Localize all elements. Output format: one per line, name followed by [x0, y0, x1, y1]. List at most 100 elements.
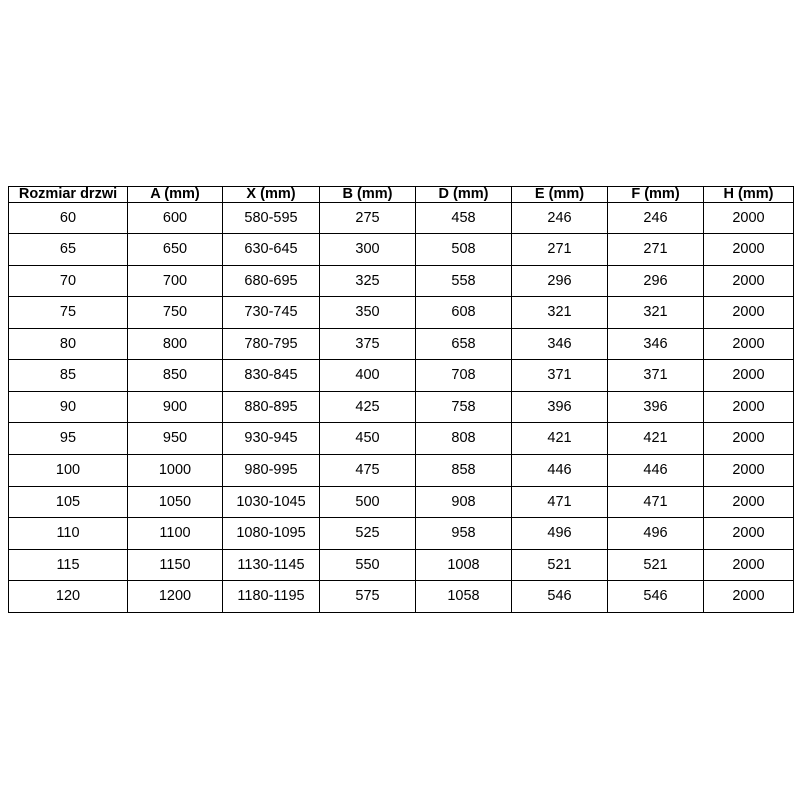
table-header: Rozmiar drzwi A (mm) X (mm) B (mm) D (mm) E (…	[8, 186, 794, 203]
column-header: H (mm)	[703, 186, 794, 203]
table-row: 65 650 630-645 300 508 271 271 2000	[8, 233, 794, 266]
table-cell: 758	[415, 390, 512, 424]
column-header: A (mm)	[127, 186, 223, 203]
table-cell: 680-695	[222, 264, 320, 298]
table-cell: 830-845	[222, 359, 320, 392]
table-cell: 65	[8, 233, 128, 266]
table-cell: 90	[8, 390, 128, 424]
table-cell: 75	[8, 296, 128, 329]
table-cell: 580-595	[222, 201, 320, 235]
table-cell: 400	[319, 359, 416, 392]
table-cell: 346	[607, 327, 704, 361]
table-cell: 271	[511, 233, 608, 266]
table-row: 90 900 880-895 425 758 396 396 2000	[8, 390, 794, 424]
table-row: 95 950 930-945 450 808 421 421 2000	[8, 422, 794, 455]
column-header: X (mm)	[222, 186, 320, 203]
table-cell: 471	[511, 485, 608, 519]
table-cell: 1030-1045	[222, 485, 320, 519]
table-cell: 375	[319, 327, 416, 361]
table-cell: 396	[511, 390, 608, 424]
table-row: 85 850 830-845 400 708 371 371 2000	[8, 359, 794, 392]
table-cell: 1058	[415, 580, 512, 613]
table-cell: 850	[127, 359, 223, 392]
table-cell: 2000	[703, 454, 794, 487]
table-cell: 521	[511, 548, 608, 582]
table-cell: 100	[8, 454, 128, 487]
table-row: 120 1200 1180-1195 575 1058 546 546 2000	[8, 580, 794, 613]
table-row: 100 1000 980-995 475 858 446 446 2000	[8, 454, 794, 487]
table-cell: 1180-1195	[222, 580, 320, 613]
column-header: Rozmiar drzwi	[8, 186, 128, 203]
table-cell: 700	[127, 264, 223, 298]
table-cell: 950	[127, 422, 223, 455]
table-cell: 1080-1095	[222, 517, 320, 550]
table-cell: 2000	[703, 390, 794, 424]
table-cell: 446	[607, 454, 704, 487]
door-size-table: Rozmiar drzwi A (mm) X (mm) B (mm) D (mm) E (…	[8, 186, 794, 613]
table-cell: 750	[127, 296, 223, 329]
table-cell: 500	[319, 485, 416, 519]
table-cell: 2000	[703, 359, 794, 392]
table-cell: 2000	[703, 580, 794, 613]
table-cell: 958	[415, 517, 512, 550]
table-cell: 558	[415, 264, 512, 298]
table-cell: 900	[127, 390, 223, 424]
table-cell: 546	[511, 580, 608, 613]
table-cell: 908	[415, 485, 512, 519]
column-header: F (mm)	[607, 186, 704, 203]
table-cell: 450	[319, 422, 416, 455]
table-cell: 780-795	[222, 327, 320, 361]
table-row: 105 1050 1030-1045 500 908 471 471 2000	[8, 485, 794, 519]
table-cell: 115	[8, 548, 128, 582]
table-cell: 70	[8, 264, 128, 298]
table-cell: 600	[127, 201, 223, 235]
table-cell: 2000	[703, 485, 794, 519]
table-cell: 296	[511, 264, 608, 298]
column-header: D (mm)	[415, 186, 512, 203]
table-cell: 425	[319, 390, 416, 424]
table-cell: 475	[319, 454, 416, 487]
table-cell: 2000	[703, 327, 794, 361]
table-cell: 880-895	[222, 390, 320, 424]
table-container: Rozmiar drzwi A (mm) X (mm) B (mm) D (mm) E (…	[8, 186, 794, 613]
table-cell: 2000	[703, 548, 794, 582]
table-cell: 496	[607, 517, 704, 550]
table-cell: 525	[319, 517, 416, 550]
table-cell: 421	[511, 422, 608, 455]
column-header: B (mm)	[319, 186, 416, 203]
table-cell: 708	[415, 359, 512, 392]
table-cell: 650	[127, 233, 223, 266]
table-cell: 396	[607, 390, 704, 424]
table-cell: 271	[607, 233, 704, 266]
table-cell: 471	[607, 485, 704, 519]
table-cell: 321	[511, 296, 608, 329]
table-cell: 300	[319, 233, 416, 266]
table-cell: 1150	[127, 548, 223, 582]
table-cell: 275	[319, 201, 416, 235]
table-cell: 321	[607, 296, 704, 329]
table-cell: 246	[511, 201, 608, 235]
table-cell: 808	[415, 422, 512, 455]
table-cell: 60	[8, 201, 128, 235]
table-body: 60 600 580-595 275 458 246 246 2000 65 650 630-645…	[8, 201, 794, 613]
table-row: 75 750 730-745 350 608 321 321 2000	[8, 296, 794, 329]
table-cell: 2000	[703, 422, 794, 455]
table-cell: 95	[8, 422, 128, 455]
table-row: 110 1100 1080-1095 525 958 496 496 2000	[8, 517, 794, 550]
table-cell: 371	[607, 359, 704, 392]
table-cell: 85	[8, 359, 128, 392]
table-cell: 730-745	[222, 296, 320, 329]
table-cell: 350	[319, 296, 416, 329]
table-cell: 630-645	[222, 233, 320, 266]
table-cell: 608	[415, 296, 512, 329]
table-cell: 575	[319, 580, 416, 613]
table-cell: 658	[415, 327, 512, 361]
table-cell: 1050	[127, 485, 223, 519]
table-cell: 1008	[415, 548, 512, 582]
table-cell: 1100	[127, 517, 223, 550]
table-cell: 105	[8, 485, 128, 519]
table-row: 80 800 780-795 375 658 346 346 2000	[8, 327, 794, 361]
table-cell: 325	[319, 264, 416, 298]
column-header: E (mm)	[511, 186, 608, 203]
table-cell: 546	[607, 580, 704, 613]
